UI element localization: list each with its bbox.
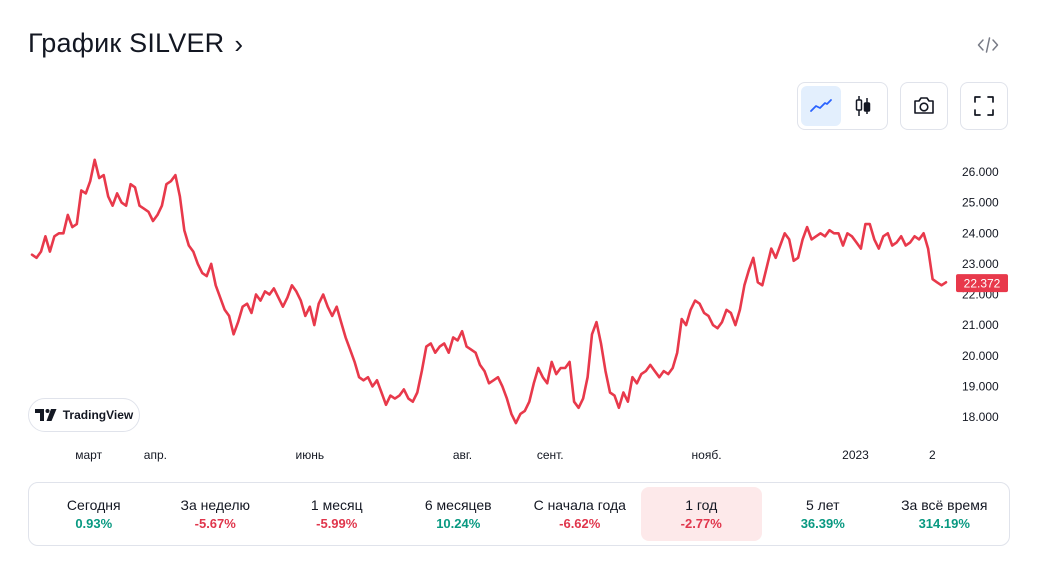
period-label: 1 год: [685, 497, 718, 513]
candlestick-button[interactable]: [843, 86, 883, 126]
chart-header[interactable]: График SILVER ›: [28, 28, 243, 59]
x-tick-label: 2023: [842, 448, 869, 462]
period-6[interactable]: 5 лет 36.39%: [762, 487, 884, 541]
tradingview-label: TradingView: [62, 408, 134, 422]
x-tick-label: 2: [929, 448, 936, 462]
period-1[interactable]: За неделю -5.67%: [155, 487, 277, 541]
x-tick-label: июнь: [296, 448, 325, 462]
snapshot-button[interactable]: [900, 82, 948, 130]
period-3[interactable]: 6 месяцев 10.24%: [398, 487, 520, 541]
period-2[interactable]: 1 месяц -5.99%: [276, 487, 398, 541]
period-4[interactable]: С начала года -6.62%: [519, 487, 641, 541]
x-tick-label: апр.: [144, 448, 167, 462]
period-label: 6 месяцев: [424, 497, 492, 513]
y-tick-label: 25.000: [962, 196, 999, 210]
price-chart[interactable]: 26.000 25.000 24.000 23.000 22.000 21.000 20.0…: [0, 140, 1042, 470]
line-chart-button[interactable]: [801, 86, 841, 126]
period-change: 0.93%: [75, 516, 113, 531]
fullscreen-button[interactable]: [960, 82, 1008, 130]
last-price-tag: 22.372: [956, 274, 1008, 293]
y-tick-label: 21.000: [962, 318, 999, 332]
period-5[interactable]: 1 год -2.77%: [640, 487, 762, 541]
last-price-label: 22.372: [964, 277, 1001, 291]
period-change: -5.67%: [194, 516, 236, 531]
camera-icon: [914, 97, 934, 114]
price-line: [30, 158, 948, 425]
x-tick-label: сент.: [537, 448, 564, 462]
x-tick-label: март: [75, 448, 102, 462]
y-tick-label: 18.000: [962, 410, 999, 424]
x-tick-label: нояб.: [692, 448, 722, 462]
period-label: Сегодня: [66, 497, 121, 513]
chevron-right-icon[interactable]: ›: [234, 28, 244, 59]
y-tick-label: 23.000: [962, 257, 999, 271]
period-label: За неделю: [180, 497, 250, 513]
y-tick-label: 26.000: [962, 165, 999, 179]
y-tick-label: 20.000: [962, 349, 999, 363]
chart-style-toggle: [797, 82, 888, 130]
period-label: 5 лет: [805, 497, 840, 513]
period-change: -5.99%: [316, 516, 358, 531]
period-change: 36.39%: [800, 516, 845, 531]
period-change: -2.77%: [680, 516, 722, 531]
period-change: 314.19%: [918, 516, 970, 531]
line-chart-icon: [810, 99, 832, 112]
y-tick-label: 24.000: [962, 226, 999, 240]
period-label: С начала года: [533, 497, 626, 513]
tradingview-icon: [34, 409, 57, 421]
period-change: -6.62%: [559, 516, 601, 531]
period-label: За всё время: [901, 497, 988, 513]
period-label: 1 месяц: [310, 497, 363, 513]
page-title[interactable]: График SILVER: [28, 28, 225, 58]
fullscreen-icon: [974, 96, 994, 116]
period-0[interactable]: Сегодня 0.93%: [33, 487, 155, 541]
x-tick-label: авг.: [453, 448, 472, 462]
embed-code-button[interactable]: [972, 30, 1004, 60]
candlestick-icon: [855, 96, 871, 116]
last-price-tag-bg: [956, 274, 1008, 293]
price-chart-svg[interactable]: 26.00025.00024.00023.00022.00021.00020.0…: [0, 140, 1042, 470]
period-change: 10.24%: [436, 516, 481, 531]
period-7[interactable]: За всё время 314.19%: [884, 487, 1006, 541]
tradingview-logo-button[interactable]: TradingView: [28, 398, 140, 432]
code-icon: [977, 37, 999, 53]
y-tick-label: 19.000: [962, 379, 999, 393]
performance-periods: Сегодня 0.93% За неделю -5.67% 1 месяц -5.99%…: [28, 482, 1010, 546]
